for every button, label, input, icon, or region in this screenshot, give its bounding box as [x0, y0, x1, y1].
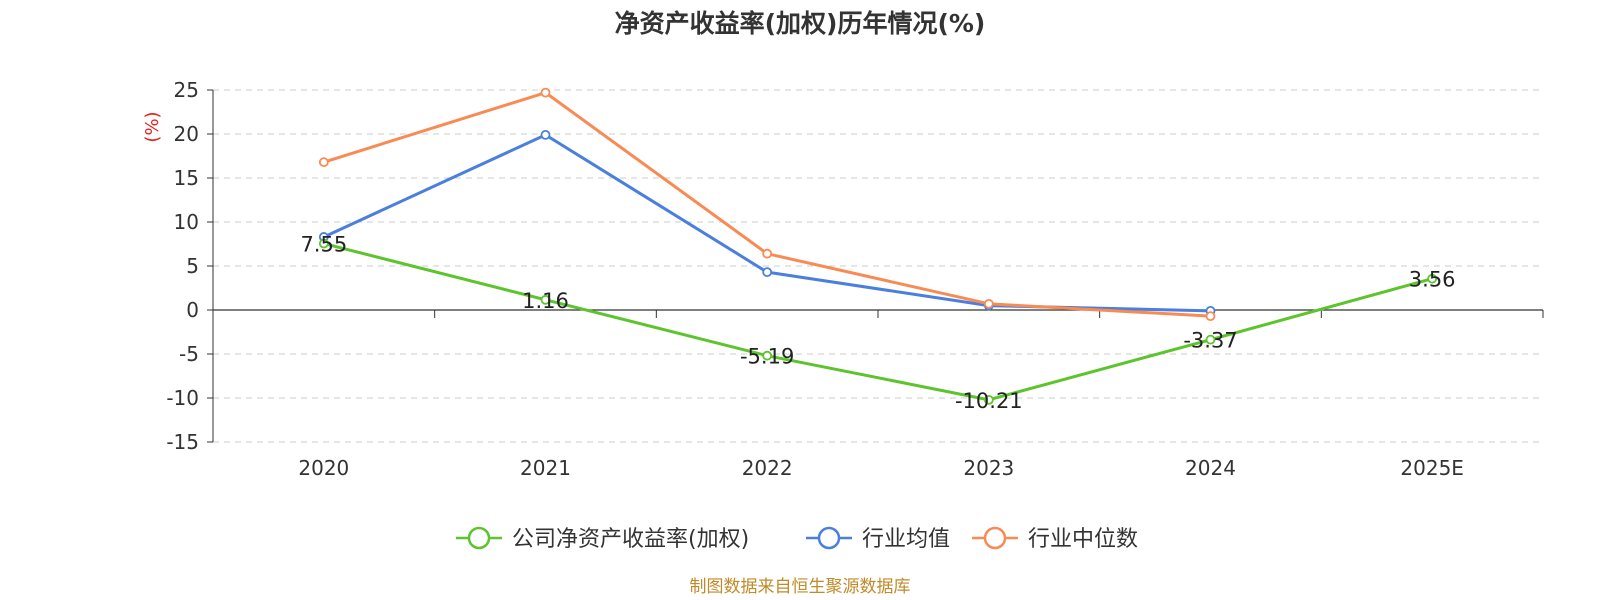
- legend-label: 公司净资产收益率(加权): [512, 527, 749, 552]
- data-point: [540, 129, 551, 140]
- data-point: [1205, 311, 1216, 322]
- data-point: [1427, 273, 1438, 284]
- data-label: -5.19: [740, 345, 794, 369]
- data-label: 7.55: [300, 233, 347, 257]
- y-tick-label: 0: [186, 298, 199, 322]
- legend-marker: [467, 526, 491, 550]
- y-tick-label: 5: [186, 254, 199, 278]
- data-label: -10.21: [955, 389, 1023, 413]
- data-point: [983, 298, 994, 309]
- legend-label: 行业均值: [862, 527, 950, 552]
- data-point: [318, 238, 329, 249]
- y-tick-label: -15: [166, 430, 199, 454]
- x-tick-label: 2021: [520, 456, 571, 480]
- data-point: [983, 394, 994, 405]
- y-tick-label: 15: [174, 166, 199, 190]
- legend-label: 行业中位数: [1028, 527, 1138, 552]
- y-tick-label: 10: [174, 210, 199, 234]
- data-label: 1.16: [522, 289, 569, 313]
- series-line-1: [323, 133, 1211, 313]
- legend-marker: [983, 526, 1007, 550]
- legend: 公司净资产收益率(加权) 行业均值 行业中位数: [456, 526, 1138, 552]
- legend-marker: [817, 526, 841, 550]
- data-point: [1205, 334, 1216, 345]
- chart-title: 净资产收益率(加权)历年情况(%): [615, 9, 986, 38]
- x-tick-label: 2022: [742, 456, 793, 480]
- data-label: -3.37: [1183, 329, 1237, 353]
- x-tick-label: 2024: [1185, 456, 1236, 480]
- series-points: [318, 87, 1438, 405]
- y-tick-label: -10: [166, 386, 199, 410]
- grid-lines: [213, 89, 1543, 443]
- series-line-2: [323, 91, 1211, 318]
- data-labels: 7.55 1.16 -5.19 -10.21 -3.37 3.56: [300, 233, 1455, 413]
- y-tick-label: 20: [174, 122, 199, 146]
- x-tick-label: 2020: [298, 456, 349, 480]
- axes: 25 20 15 10 5 0 -5 -10 -15 2020 2021 2022 2023 2024 20…: [166, 78, 1544, 480]
- x-tick-label: 2023: [963, 456, 1014, 480]
- y-axis-label: (%): [142, 111, 163, 142]
- data-point: [540, 294, 551, 305]
- y-tick-label: -5: [179, 342, 199, 366]
- x-tick-label: 2025E: [1400, 456, 1464, 480]
- source-note: 制图数据来自恒生聚源数据库: [690, 577, 911, 597]
- y-tick-label: 25: [174, 78, 199, 102]
- series-line-0: [323, 242, 1433, 402]
- data-label: 3.56: [1409, 268, 1456, 292]
- data-point: [762, 248, 773, 259]
- data-point: [762, 350, 773, 361]
- data-point: [540, 87, 551, 98]
- data-point: [318, 157, 329, 168]
- data-point: [762, 267, 773, 278]
